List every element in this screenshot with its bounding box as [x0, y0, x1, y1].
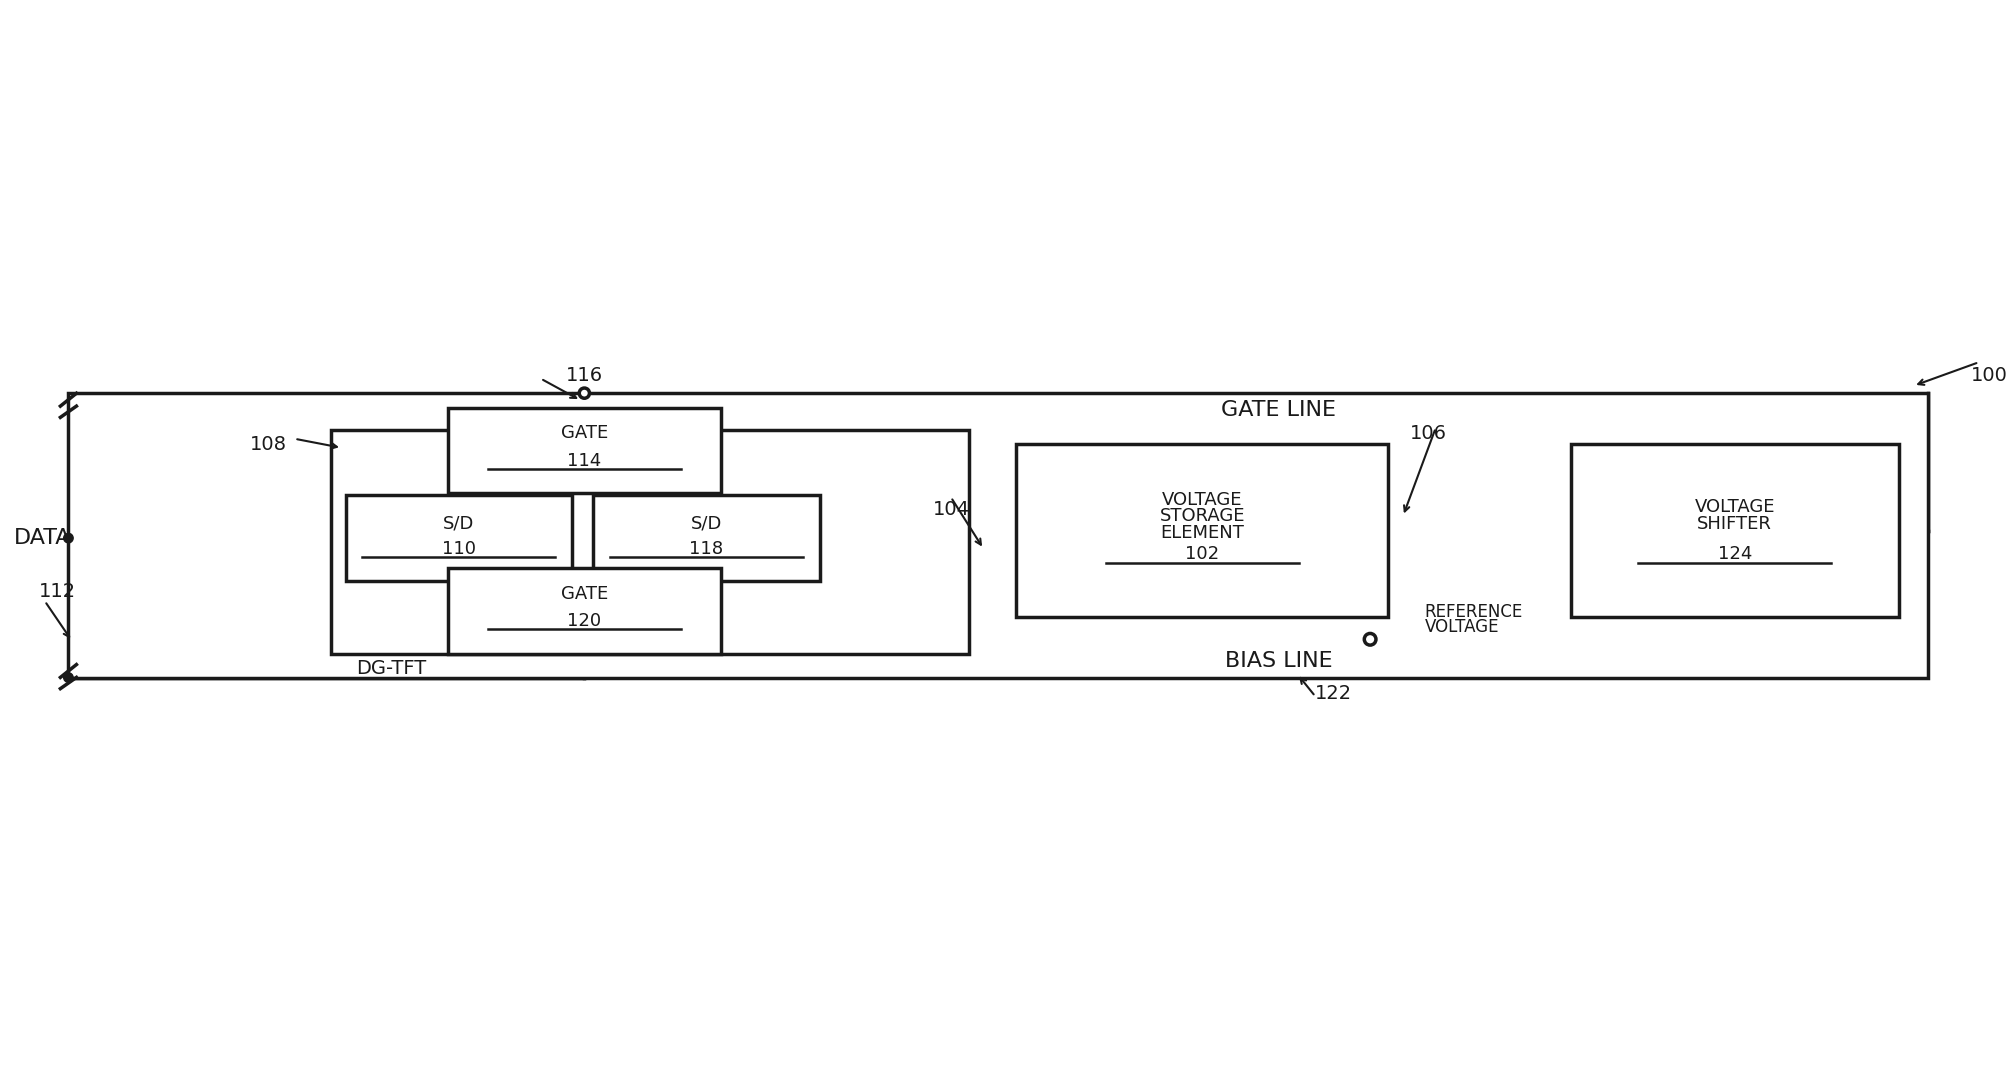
Bar [68, 393, 1929, 678]
Bar [593, 495, 820, 581]
Circle shape [64, 534, 72, 543]
Text: REFERENCE: REFERENCE [1426, 603, 1522, 621]
Text: 104: 104 [933, 500, 969, 520]
Bar [448, 568, 722, 654]
Text: 108: 108 [249, 434, 288, 454]
Text: VOLTAGE: VOLTAGE [1162, 490, 1243, 509]
Text: GATE: GATE [561, 584, 607, 603]
Text: 122: 122 [1315, 685, 1351, 704]
Text: GATE: GATE [561, 424, 607, 442]
Bar [346, 495, 571, 581]
Text: 100: 100 [1971, 367, 2009, 385]
Text: S/D: S/D [692, 514, 722, 533]
Text: STORAGE: STORAGE [1160, 508, 1245, 525]
Bar [332, 430, 969, 654]
Text: 110: 110 [442, 540, 475, 558]
Text: 116: 116 [565, 367, 603, 385]
Text: ELEMENT: ELEMENT [1160, 524, 1245, 541]
Text: GATE LINE: GATE LINE [1221, 400, 1337, 419]
Text: 112: 112 [40, 582, 76, 602]
Text: 118: 118 [690, 540, 724, 558]
Text: 114: 114 [567, 452, 601, 470]
Text: BIAS LINE: BIAS LINE [1225, 651, 1333, 672]
Bar [1016, 444, 1388, 618]
Circle shape [64, 673, 72, 682]
Bar [1571, 444, 1898, 618]
Bar [448, 407, 722, 494]
Text: 120: 120 [567, 612, 601, 631]
Text: DG-TFT: DG-TFT [356, 659, 426, 678]
Text: 106: 106 [1410, 424, 1448, 443]
Circle shape [1363, 634, 1376, 645]
Circle shape [579, 388, 589, 398]
Text: DATA: DATA [14, 528, 70, 548]
Text: 102: 102 [1184, 545, 1219, 564]
Text: VOLTAGE: VOLTAGE [1695, 498, 1776, 516]
Text: SHIFTER: SHIFTER [1697, 514, 1772, 533]
Text: S/D: S/D [442, 514, 475, 533]
Text: VOLTAGE: VOLTAGE [1426, 619, 1500, 636]
Text: 124: 124 [1717, 545, 1752, 564]
